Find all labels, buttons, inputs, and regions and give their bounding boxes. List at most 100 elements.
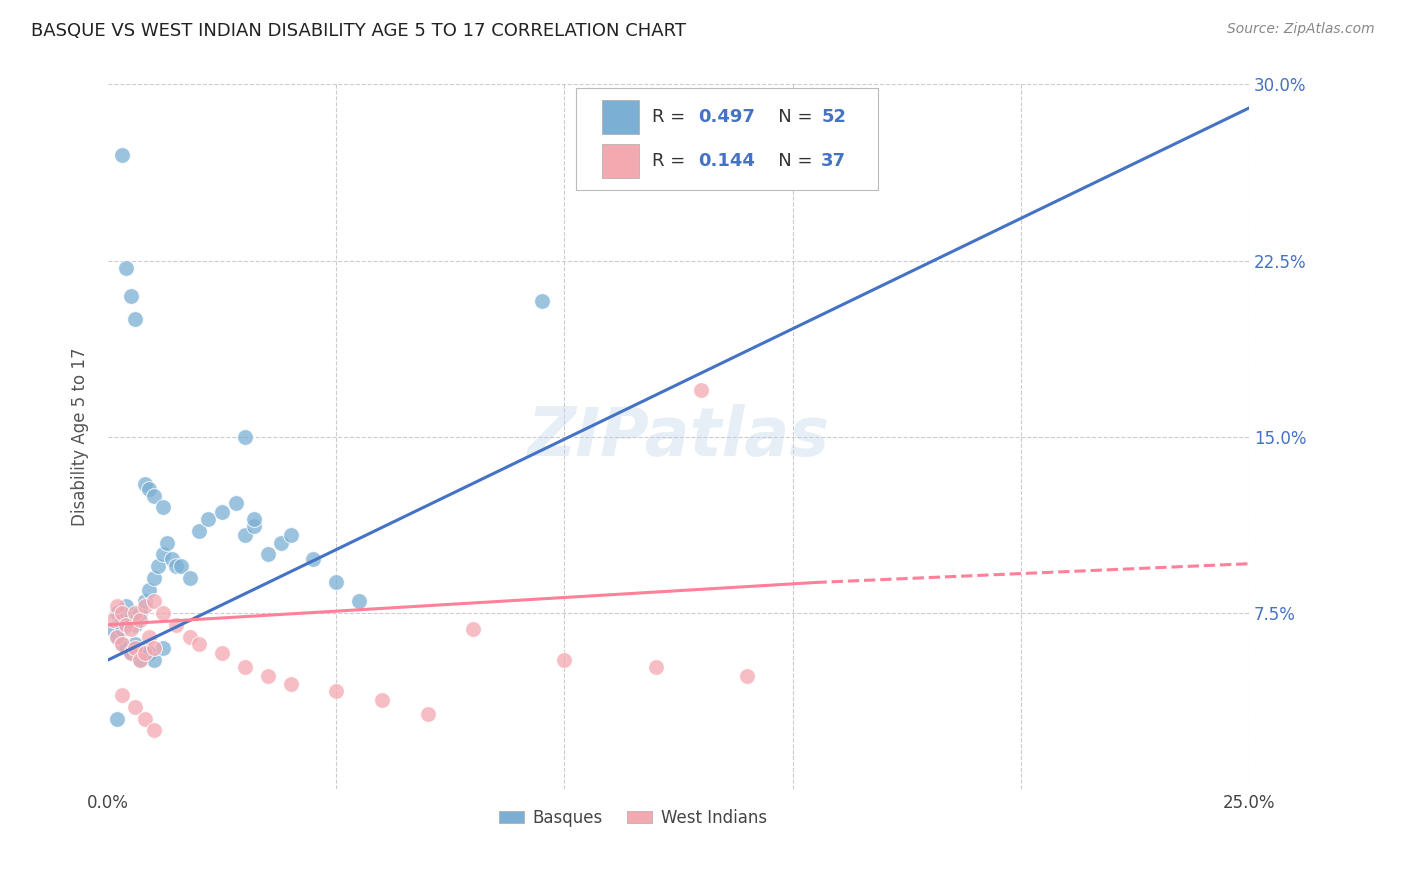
Point	[233, 430, 256, 444]
Point	[124, 312, 146, 326]
Point	[256, 669, 278, 683]
Point	[553, 653, 575, 667]
Point	[325, 575, 347, 590]
Point	[142, 594, 165, 608]
Point	[111, 636, 134, 650]
Point	[105, 712, 128, 726]
Point	[115, 599, 138, 613]
Point	[111, 688, 134, 702]
Point	[134, 594, 156, 608]
Point	[243, 512, 266, 526]
Point	[156, 535, 179, 549]
Point	[233, 528, 256, 542]
Point	[120, 646, 142, 660]
Point	[111, 613, 134, 627]
Y-axis label: Disability Age 5 to 17: Disability Age 5 to 17	[72, 348, 89, 526]
Point	[142, 571, 165, 585]
Point	[148, 559, 170, 574]
Text: R =: R =	[652, 108, 692, 126]
Text: R =: R =	[652, 152, 692, 170]
Point	[124, 641, 146, 656]
FancyBboxPatch shape	[576, 88, 879, 190]
Point	[115, 260, 138, 275]
Point	[129, 653, 152, 667]
Point	[124, 636, 146, 650]
Point	[347, 594, 370, 608]
Point	[325, 683, 347, 698]
Text: 37: 37	[821, 152, 846, 170]
Point	[138, 630, 160, 644]
FancyBboxPatch shape	[602, 144, 638, 178]
Point	[129, 613, 152, 627]
Point	[179, 571, 201, 585]
Point	[124, 700, 146, 714]
Point	[530, 293, 553, 308]
Point	[166, 617, 188, 632]
Point	[134, 599, 156, 613]
Point	[134, 476, 156, 491]
Point	[142, 653, 165, 667]
Point	[105, 599, 128, 613]
Point	[160, 552, 183, 566]
Point	[105, 606, 128, 620]
Point	[179, 630, 201, 644]
Point	[152, 547, 174, 561]
Point	[134, 641, 156, 656]
Point	[142, 723, 165, 738]
Point	[129, 653, 152, 667]
Text: 52: 52	[821, 108, 846, 126]
Point	[105, 630, 128, 644]
Point	[101, 613, 124, 627]
Point	[138, 482, 160, 496]
Text: 0.497: 0.497	[697, 108, 755, 126]
Point	[152, 641, 174, 656]
Text: Source: ZipAtlas.com: Source: ZipAtlas.com	[1227, 22, 1375, 37]
Point	[134, 712, 156, 726]
Point	[142, 489, 165, 503]
Point	[129, 606, 152, 620]
Point	[280, 528, 302, 542]
Point	[416, 706, 439, 721]
Point	[111, 606, 134, 620]
Point	[233, 660, 256, 674]
Point	[302, 552, 325, 566]
Point	[243, 519, 266, 533]
Point	[644, 660, 666, 674]
Point	[138, 646, 160, 660]
Point	[166, 559, 188, 574]
Point	[152, 500, 174, 515]
Text: 0.144: 0.144	[697, 152, 755, 170]
Point	[115, 641, 138, 656]
Point	[211, 646, 233, 660]
Point	[463, 623, 485, 637]
Point	[225, 495, 247, 509]
Point	[211, 505, 233, 519]
Point	[170, 559, 193, 574]
Point	[111, 636, 134, 650]
Point	[120, 611, 142, 625]
Point	[111, 623, 134, 637]
Point	[124, 606, 146, 620]
Point	[270, 535, 292, 549]
Point	[280, 676, 302, 690]
Point	[101, 623, 124, 637]
Point	[256, 547, 278, 561]
Legend: Basques, West Indians: Basques, West Indians	[492, 803, 773, 834]
Point	[120, 623, 142, 637]
Point	[138, 582, 160, 597]
Point	[134, 646, 156, 660]
Point	[115, 617, 138, 632]
Point	[197, 512, 219, 526]
Point	[124, 617, 146, 632]
Point	[690, 383, 713, 397]
Point	[152, 606, 174, 620]
Point	[142, 641, 165, 656]
Point	[120, 646, 142, 660]
Text: N =: N =	[761, 152, 818, 170]
Text: N =: N =	[761, 108, 818, 126]
Text: BASQUE VS WEST INDIAN DISABILITY AGE 5 TO 17 CORRELATION CHART: BASQUE VS WEST INDIAN DISABILITY AGE 5 T…	[31, 22, 686, 40]
Text: ZIPatlas: ZIPatlas	[527, 404, 830, 470]
Point	[188, 524, 211, 538]
FancyBboxPatch shape	[602, 100, 638, 135]
Point	[111, 148, 134, 162]
